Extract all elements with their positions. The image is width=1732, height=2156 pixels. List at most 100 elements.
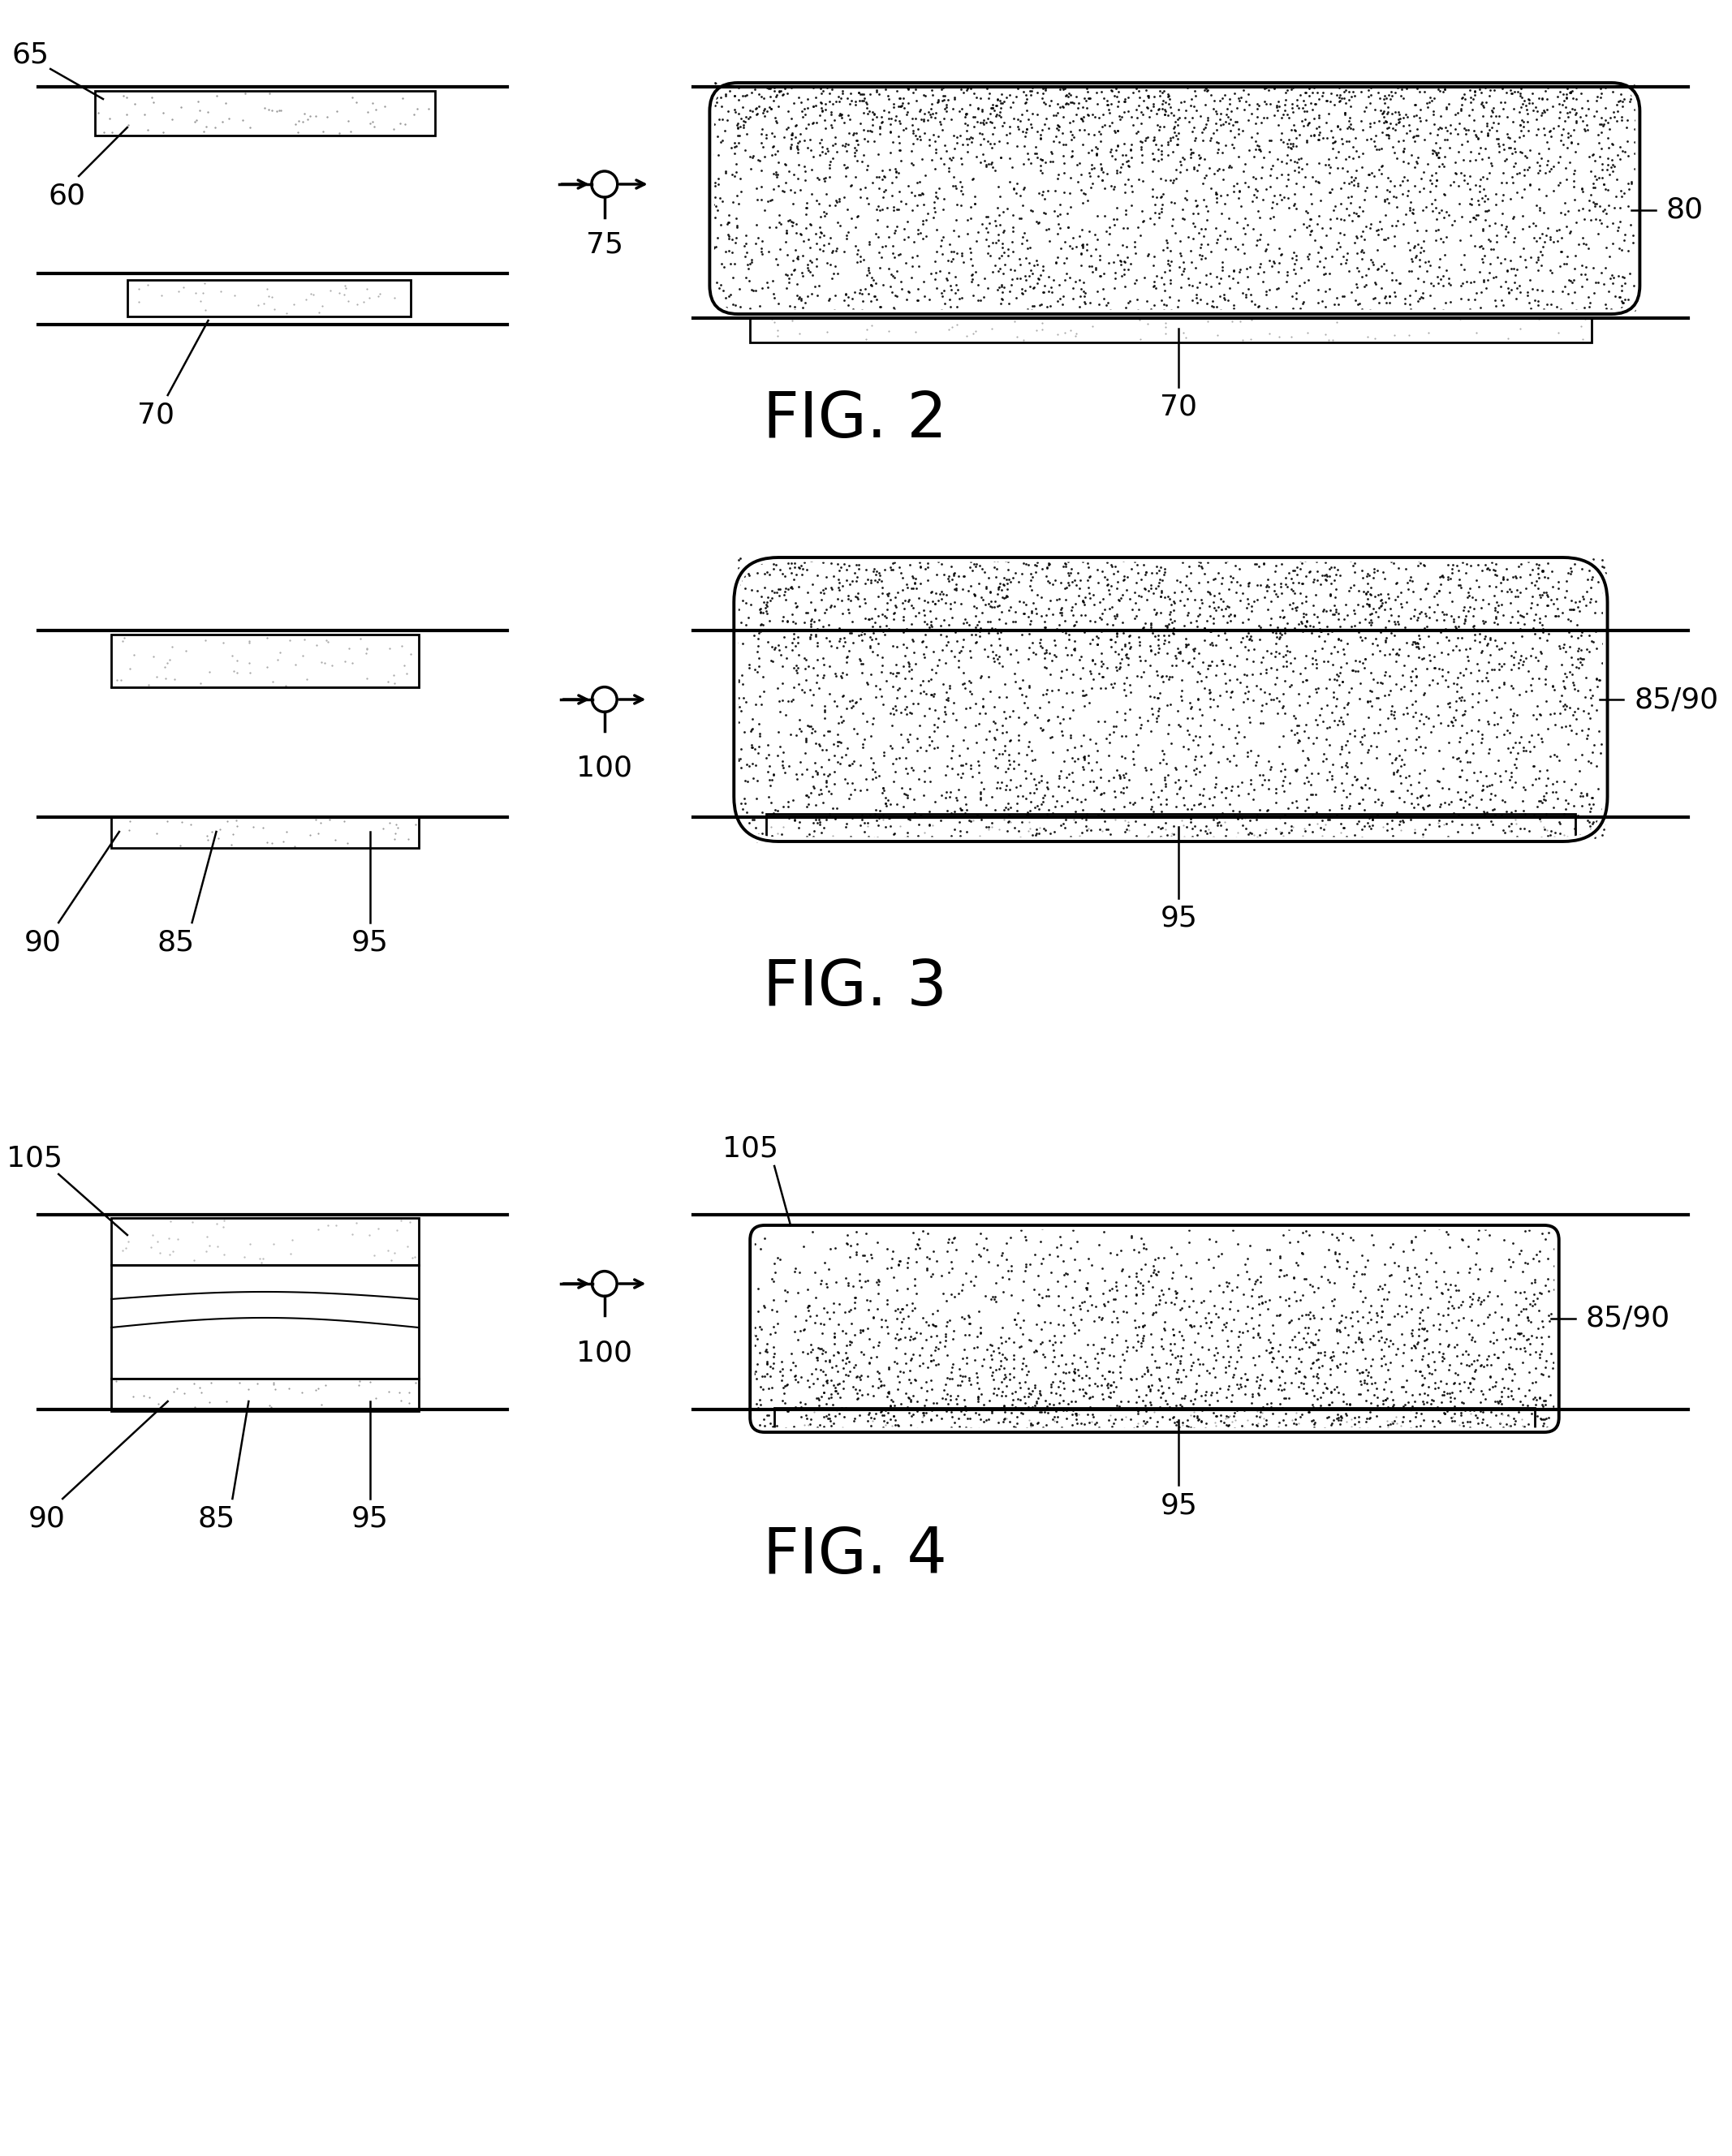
Point — [1219, 129, 1247, 164]
Point — [1377, 1210, 1405, 1244]
Point — [1505, 75, 1533, 110]
Point — [745, 617, 772, 651]
Point — [1328, 664, 1356, 699]
Point — [835, 578, 863, 612]
Point — [790, 1229, 818, 1263]
Point — [1252, 653, 1280, 688]
Point — [916, 282, 944, 317]
Point — [1327, 798, 1354, 832]
Point — [1543, 224, 1571, 259]
Point — [1600, 99, 1628, 134]
Point — [859, 617, 887, 651]
Point — [1011, 114, 1039, 149]
Point — [1242, 1263, 1270, 1298]
Point — [894, 780, 921, 815]
Point — [1152, 310, 1179, 345]
Point — [1082, 136, 1110, 170]
Point — [833, 82, 861, 116]
Point — [1311, 241, 1339, 276]
Point — [1320, 1371, 1347, 1406]
Point — [1479, 1391, 1507, 1425]
Point — [916, 604, 944, 638]
Point — [1289, 285, 1316, 319]
Point — [1238, 1311, 1266, 1345]
Point — [1434, 1272, 1462, 1307]
Point — [1058, 134, 1086, 168]
Point — [1413, 147, 1441, 181]
Point — [984, 578, 1011, 612]
Point — [1112, 742, 1140, 776]
Point — [1098, 73, 1126, 108]
Point — [882, 155, 909, 190]
Point — [1103, 153, 1131, 188]
Point — [752, 591, 779, 625]
Point — [823, 1373, 850, 1408]
Point — [1465, 71, 1493, 106]
Point — [1292, 813, 1320, 847]
Point — [818, 95, 845, 129]
Point — [1581, 265, 1609, 300]
Point — [1204, 222, 1231, 257]
Point — [956, 88, 984, 123]
Point — [748, 1358, 776, 1393]
Point — [1451, 606, 1479, 640]
Point — [890, 582, 918, 617]
Point — [769, 78, 797, 112]
Point — [1176, 67, 1204, 101]
Point — [1292, 662, 1320, 696]
Point — [1270, 640, 1297, 675]
Point — [721, 136, 748, 170]
Point — [139, 638, 166, 673]
Point — [1048, 653, 1076, 688]
Point — [1425, 733, 1453, 768]
Point — [1299, 67, 1327, 101]
Point — [1399, 119, 1427, 153]
Point — [1398, 254, 1425, 289]
Point — [1519, 93, 1547, 127]
Point — [1171, 608, 1199, 642]
Point — [909, 675, 937, 709]
Point — [1578, 813, 1606, 847]
Point — [1313, 558, 1341, 593]
Point — [973, 1233, 1001, 1268]
Point — [887, 1354, 914, 1388]
Point — [1439, 1399, 1467, 1434]
Point — [942, 623, 970, 658]
Point — [1526, 1382, 1554, 1416]
Point — [90, 114, 118, 149]
Point — [1268, 144, 1296, 179]
Point — [1011, 1348, 1039, 1382]
Point — [759, 116, 786, 151]
Point — [1334, 757, 1361, 791]
Point — [1029, 142, 1057, 177]
Point — [833, 552, 861, 586]
Point — [1044, 1399, 1072, 1434]
Point — [942, 541, 970, 576]
Point — [1197, 1376, 1225, 1410]
Point — [1115, 821, 1143, 856]
Point — [996, 1404, 1024, 1438]
Point — [1289, 567, 1316, 602]
Point — [1309, 1214, 1337, 1248]
Point — [868, 640, 895, 675]
Point — [932, 1319, 960, 1354]
Point — [1110, 1410, 1138, 1445]
Point — [764, 1307, 792, 1341]
Point — [889, 731, 916, 765]
Point — [1315, 142, 1342, 177]
Point — [1017, 1410, 1044, 1445]
Point — [1519, 1242, 1547, 1276]
Point — [745, 729, 772, 763]
Point — [1020, 761, 1048, 796]
Point — [913, 1373, 940, 1408]
Point — [1247, 671, 1275, 705]
Point — [1148, 1330, 1176, 1365]
Point — [722, 108, 750, 142]
Point — [1070, 265, 1098, 300]
Point — [1034, 703, 1062, 737]
Point — [1373, 806, 1401, 841]
Point — [1211, 617, 1238, 651]
Point — [880, 86, 908, 121]
Point — [785, 147, 812, 181]
Point — [1010, 170, 1037, 205]
